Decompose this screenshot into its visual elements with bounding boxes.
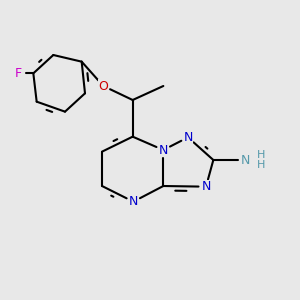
Text: H: H xyxy=(256,151,265,160)
Text: N: N xyxy=(129,195,138,208)
Text: N: N xyxy=(201,180,211,193)
Text: N: N xyxy=(183,131,193,144)
Text: N: N xyxy=(159,143,168,157)
Text: H: H xyxy=(256,160,265,170)
Text: O: O xyxy=(98,80,108,92)
Text: N: N xyxy=(240,154,250,166)
Text: F: F xyxy=(15,67,22,80)
